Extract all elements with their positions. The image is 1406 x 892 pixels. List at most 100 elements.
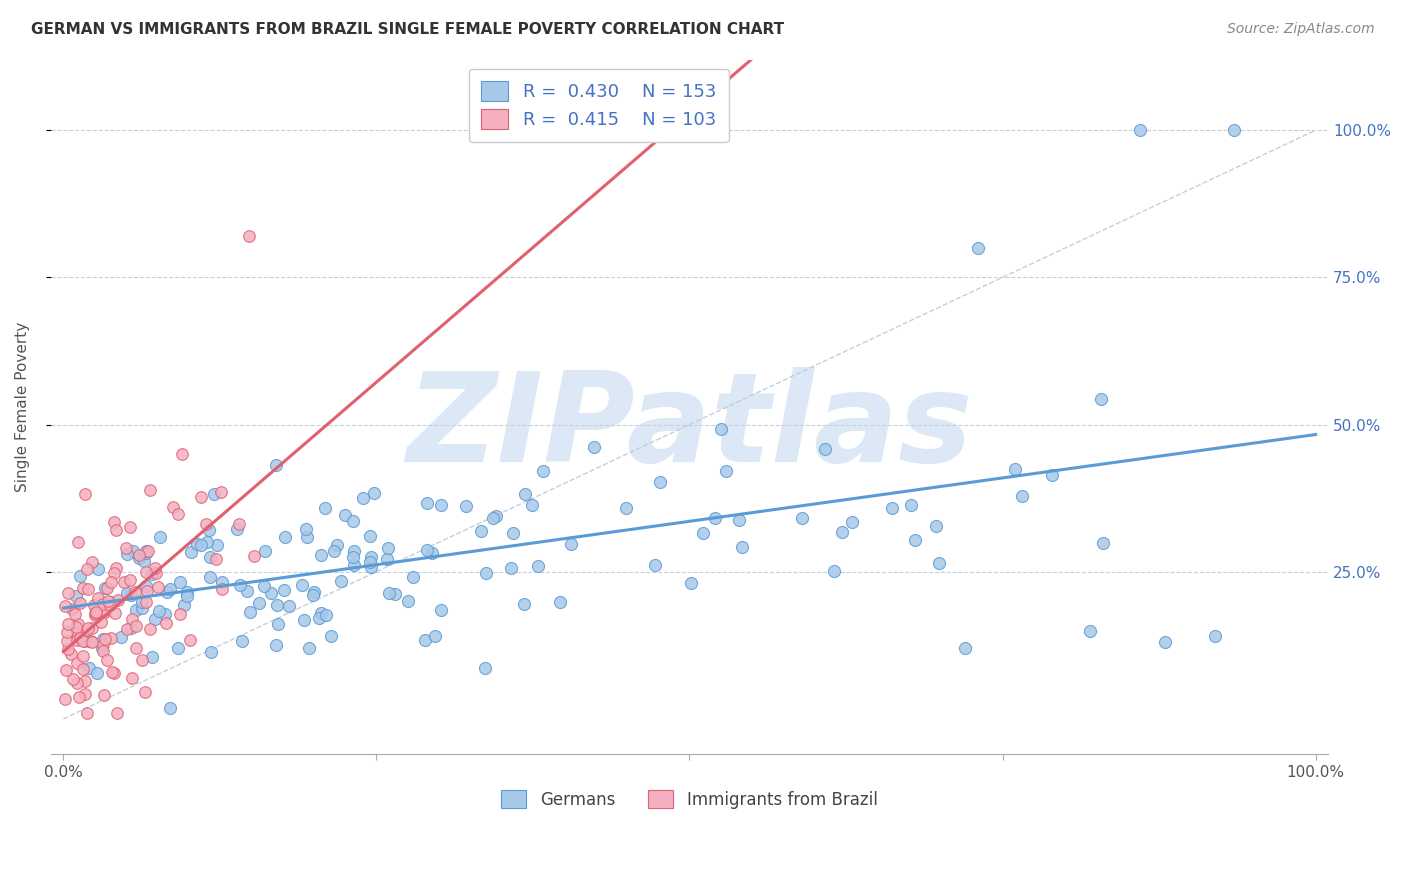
Point — [335, 508, 357, 523]
Point — [792, 511, 814, 525]
Point — [311, 607, 333, 621]
Point — [1204, 630, 1226, 644]
Point — [430, 498, 453, 512]
Point — [110, 630, 132, 644]
Point — [121, 612, 143, 626]
Point — [72, 633, 94, 648]
Point — [194, 516, 217, 531]
Point — [125, 603, 148, 617]
Point — [1011, 489, 1033, 503]
Point — [86, 607, 108, 621]
Point — [91, 597, 114, 611]
Point — [204, 551, 226, 566]
Point — [302, 585, 325, 599]
Point — [73, 633, 96, 648]
Point — [90, 641, 112, 656]
Point — [75, 687, 97, 701]
Point — [266, 616, 288, 631]
Point — [125, 641, 148, 656]
Point — [928, 556, 950, 570]
Point — [56, 624, 79, 639]
Point — [139, 483, 162, 497]
Point — [94, 632, 117, 647]
Point — [474, 661, 496, 675]
Point — [77, 633, 100, 648]
Point — [703, 511, 725, 525]
Point — [69, 597, 91, 611]
Point — [55, 634, 77, 648]
Point — [1092, 536, 1115, 550]
Point — [69, 569, 91, 583]
Point — [692, 526, 714, 541]
Point — [236, 584, 259, 599]
Point — [96, 581, 118, 595]
Point — [264, 638, 287, 652]
Point — [86, 562, 108, 576]
Point — [425, 629, 447, 643]
Point — [1078, 624, 1101, 638]
Point — [315, 607, 337, 622]
Point — [231, 633, 253, 648]
Point — [359, 555, 381, 569]
Point — [83, 598, 105, 612]
Point — [53, 692, 76, 706]
Point — [77, 582, 100, 596]
Point — [533, 465, 555, 479]
Point — [138, 622, 160, 636]
Y-axis label: Single Female Poverty: Single Female Poverty — [15, 322, 30, 492]
Point — [254, 543, 277, 558]
Point — [96, 653, 118, 667]
Point — [120, 622, 142, 636]
Point — [226, 522, 249, 536]
Point — [77, 661, 100, 675]
Point — [169, 575, 191, 590]
Point — [82, 635, 104, 649]
Point — [384, 587, 406, 601]
Point — [58, 586, 80, 600]
Point — [55, 663, 77, 677]
Point — [155, 615, 177, 630]
Point — [295, 522, 318, 536]
Point — [202, 487, 225, 501]
Point — [80, 556, 103, 570]
Point — [91, 632, 114, 647]
Point — [84, 607, 107, 622]
Point — [900, 498, 922, 512]
Point — [198, 549, 221, 564]
Point — [162, 500, 184, 515]
Legend: Germans, Immigrants from Brazil: Germans, Immigrants from Brazil — [495, 783, 884, 815]
Point — [375, 551, 398, 566]
Point — [274, 530, 297, 544]
Point — [76, 706, 98, 720]
Point — [101, 665, 124, 680]
Point — [198, 570, 221, 584]
Point — [86, 605, 108, 619]
Point — [128, 548, 150, 562]
Point — [904, 533, 927, 547]
Point — [93, 688, 115, 702]
Point — [66, 633, 89, 648]
Text: GERMAN VS IMMIGRANTS FROM BRAZIL SINGLE FEMALE POVERTY CORRELATION CHART: GERMAN VS IMMIGRANTS FROM BRAZIL SINGLE … — [31, 22, 785, 37]
Point — [149, 530, 172, 544]
Point — [501, 561, 523, 575]
Point — [112, 574, 135, 589]
Point — [114, 541, 136, 555]
Point — [120, 588, 142, 602]
Point — [329, 574, 352, 588]
Point — [131, 595, 153, 609]
Point — [120, 573, 142, 587]
Point — [924, 519, 946, 533]
Point — [352, 491, 374, 506]
Point — [239, 605, 262, 619]
Point — [134, 685, 156, 699]
Point — [75, 673, 97, 688]
Point — [190, 538, 212, 552]
Point — [823, 564, 845, 578]
Point — [94, 605, 117, 619]
Point — [107, 593, 129, 607]
Point — [560, 537, 582, 551]
Point — [413, 632, 436, 647]
Point — [66, 535, 89, 549]
Point — [91, 644, 114, 658]
Point — [58, 642, 80, 657]
